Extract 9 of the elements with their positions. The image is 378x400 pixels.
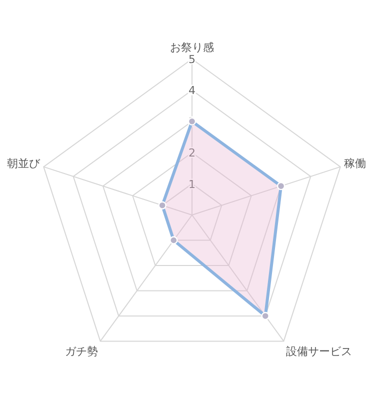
y-tick-label: 4: [188, 84, 196, 98]
spoke-label: 朝並び: [6, 157, 41, 170]
y-tick-label: 2: [188, 146, 196, 160]
y-tick-label: 1: [188, 178, 196, 191]
spoke-label: 設備サービス: [286, 344, 352, 358]
spoke-label: 稼働: [344, 157, 366, 170]
y-tick-label: 5: [188, 53, 196, 66]
spoke-label: お祭り感: [170, 41, 214, 54]
spoke-label: ガチ勢: [64, 344, 98, 358]
